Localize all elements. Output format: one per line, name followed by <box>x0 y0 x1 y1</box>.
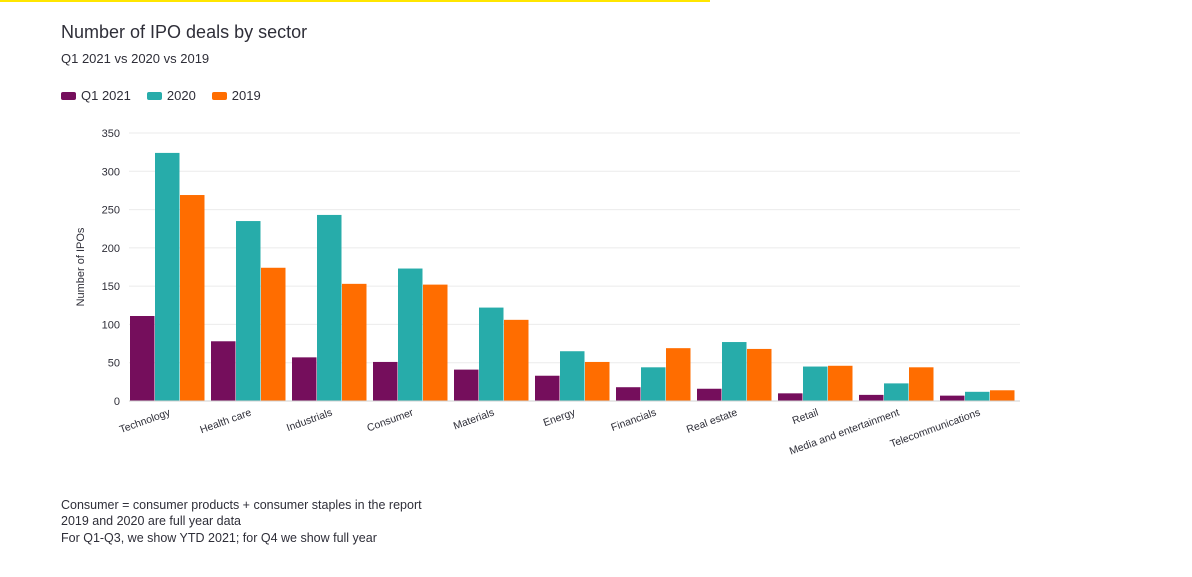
bar-telecommunications-2019 <box>990 390 1015 401</box>
bar-industrials-2020 <box>317 214 342 401</box>
bar-materials-q1-2021 <box>454 369 479 401</box>
legend-item-2019[interactable]: 2019 <box>211 88 261 103</box>
legend-swatch-2019 <box>211 91 227 100</box>
y-tick-label-250: 250 <box>102 205 120 217</box>
x-tick-label-materials: Materials <box>452 407 496 433</box>
legend-label-2019: 2019 <box>231 88 261 103</box>
bar-telecommunications-2020 <box>965 391 990 401</box>
legend-item-2020[interactable]: 2020 <box>146 88 196 103</box>
bar-consumer-q1-2021 <box>373 361 398 401</box>
bar-real-estate-2019 <box>747 348 772 401</box>
y-tick-label-50: 50 <box>108 358 120 370</box>
bar-retail-2019 <box>828 365 853 401</box>
y-tick-label-0: 0 <box>114 396 120 408</box>
footnote-1: Consumer = consumer products + consumer … <box>61 498 422 512</box>
bar-retail-q1-2021 <box>778 393 803 401</box>
x-tick-label-industrials: Industrials <box>285 407 334 435</box>
y-tick-label-100: 100 <box>102 319 120 331</box>
bar-materials-2019 <box>504 319 529 401</box>
x-tick-label-health-care: Health care <box>198 406 253 436</box>
legend-label-2020: 2020 <box>166 88 196 103</box>
y-tick-label-300: 300 <box>102 166 120 178</box>
bar-technology-q1-2021 <box>130 316 155 401</box>
y-axis-label: Number of IPOs <box>75 227 87 306</box>
bar-health-care-2019 <box>261 267 286 401</box>
top-accent-bar <box>0 0 710 2</box>
bar-technology-2020 <box>155 152 180 401</box>
footnotes: Consumer = consumer products + consumer … <box>61 497 422 546</box>
x-tick-label-energy: Energy <box>542 406 578 429</box>
bar-technology-2019 <box>180 195 205 401</box>
x-tick-label-technology: Technology <box>118 406 173 436</box>
bar-retail-2020 <box>803 366 828 401</box>
bar-consumer-2020 <box>398 268 423 401</box>
chart-subtitle: Q1 2021 vs 2020 vs 2019 <box>61 51 210 66</box>
legend-swatch-2020 <box>146 91 162 100</box>
x-tick-label-financials: Financials <box>609 407 658 434</box>
bar-media-and-entertainment-2019 <box>909 367 934 401</box>
x-tick-label-retail: Retail <box>791 407 820 427</box>
bar-consumer-2019 <box>423 284 448 401</box>
y-tick-label-200: 200 <box>102 243 120 255</box>
chart-title: Number of IPO deals by sector <box>61 22 308 42</box>
chart-legend: Q1 2021 2020 2019 <box>61 88 277 103</box>
footnote-2: 2019 and 2020 are full year data <box>61 514 241 529</box>
bar-energy-q1-2021 <box>535 375 560 401</box>
bar-health-care-2020 <box>236 221 261 401</box>
bar-industrials-q1-2021 <box>292 357 317 401</box>
bar-materials-2020 <box>479 307 504 401</box>
bar-media-and-entertainment-q1-2021 <box>859 394 884 401</box>
bar-media-and-entertainment-2020 <box>884 383 909 401</box>
bar-telecommunications-q1-2021 <box>940 395 965 401</box>
bar-health-care-q1-2021 <box>211 341 236 401</box>
legend-swatch-q1-2021 <box>61 91 76 100</box>
x-tick-label-consumer: Consumer <box>365 406 415 434</box>
legend-label-q1-2021: Q1 2021 <box>81 88 131 103</box>
bar-financials-q1-2021 <box>616 387 641 401</box>
y-tick-label-350: 350 <box>102 128 120 140</box>
x-tick-label-telecommunications: Telecommunications <box>888 407 982 451</box>
y-tick-label-150: 150 <box>102 281 120 293</box>
bar-financials-2020 <box>641 367 666 401</box>
bar-industrials-2019 <box>342 283 367 401</box>
bar-real-estate-q1-2021 <box>697 388 722 401</box>
x-tick-label-real-estate: Real estate <box>685 406 739 435</box>
footnote-3: For Q1-Q3, we show YTD 2021; for Q4 we s… <box>61 530 377 545</box>
bar-energy-2019 <box>585 361 610 401</box>
bar-real-estate-2020 <box>722 342 747 401</box>
bar-energy-2020 <box>560 351 585 401</box>
bar-financials-2019 <box>666 348 691 401</box>
legend-item-q1-2021[interactable]: Q1 2021 <box>61 88 131 103</box>
